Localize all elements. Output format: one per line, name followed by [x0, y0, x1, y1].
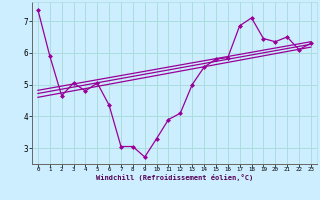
- X-axis label: Windchill (Refroidissement éolien,°C): Windchill (Refroidissement éolien,°C): [96, 174, 253, 181]
